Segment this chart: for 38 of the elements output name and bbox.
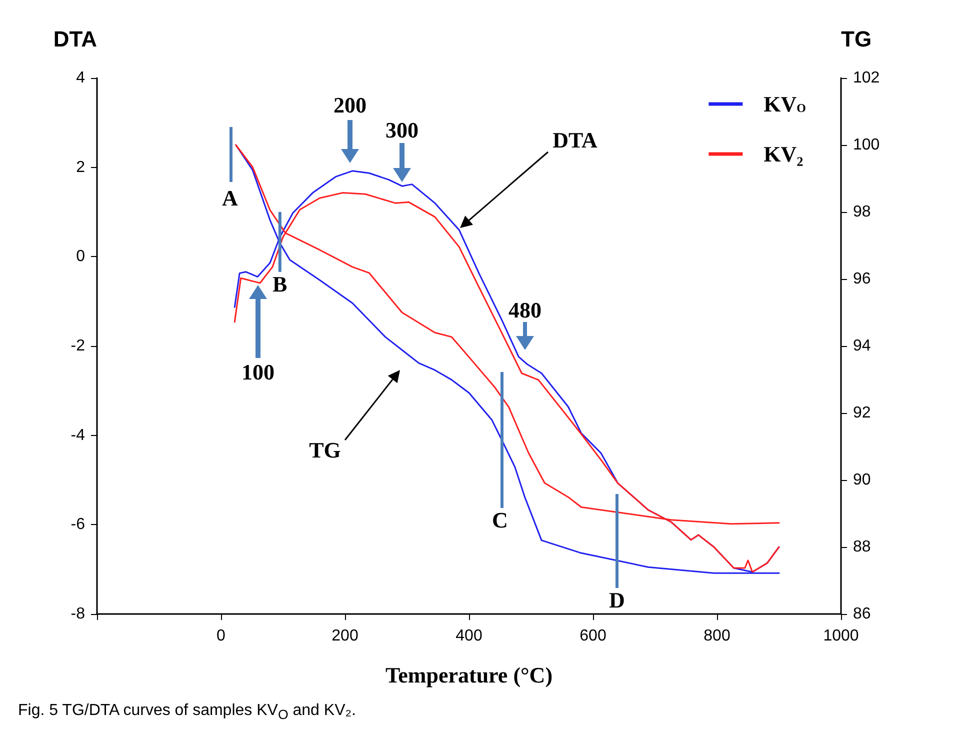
annotation: C	[492, 508, 508, 532]
annotation: 480	[508, 298, 542, 322]
annotation: A	[222, 186, 238, 210]
legend-label: KV₂	[764, 142, 804, 166]
y2-tick-label: 102	[853, 70, 880, 86]
y2-tick-label: 88	[853, 538, 871, 556]
y-tick-label: -2	[70, 338, 86, 354]
annotation: TG	[309, 438, 341, 462]
x-tick-label: 800	[704, 628, 730, 644]
x-tick-label: 400	[456, 628, 482, 644]
annotation: 300	[386, 118, 418, 142]
annotation: B	[272, 271, 288, 296]
y-tick-label: 2	[76, 158, 86, 176]
x-tick-label: 600	[580, 628, 606, 644]
y2-tick-label: 98	[853, 204, 871, 220]
y2-tick-label: 90	[853, 472, 871, 488]
x-tick-label: 1000	[823, 628, 859, 644]
y-axis-title: DTA	[53, 26, 98, 52]
x-tick-label: 200	[332, 628, 358, 644]
annotation: DTA	[552, 128, 598, 152]
y2-tick-label: 94	[853, 338, 871, 354]
caption: Fig. 5 TG/DTA curves of samples KV$_{O}$ and KV₂.	[17, 702, 357, 722]
y2-tick-label: 100	[853, 136, 880, 154]
y2-tick-label: 92	[853, 404, 871, 422]
annotation: 100	[242, 360, 274, 384]
y-tick-label: -8	[70, 606, 86, 622]
y-tick-label: -4	[70, 426, 86, 444]
annotation: D	[609, 588, 625, 612]
y2-tick-label: 86	[853, 606, 871, 622]
x-tick-label: 0	[216, 628, 226, 644]
y-tick-label: 4	[76, 70, 86, 86]
y-tick-label: 0	[76, 248, 86, 266]
legend-label: KVO	[764, 92, 806, 116]
x-axis-title: Temperature (°C)	[385, 662, 553, 688]
annotation: 200	[334, 92, 366, 118]
y2-axis-title: TG	[841, 26, 872, 52]
y2-tick-label: 96	[853, 270, 871, 288]
y-tick-label: -6	[70, 516, 86, 534]
